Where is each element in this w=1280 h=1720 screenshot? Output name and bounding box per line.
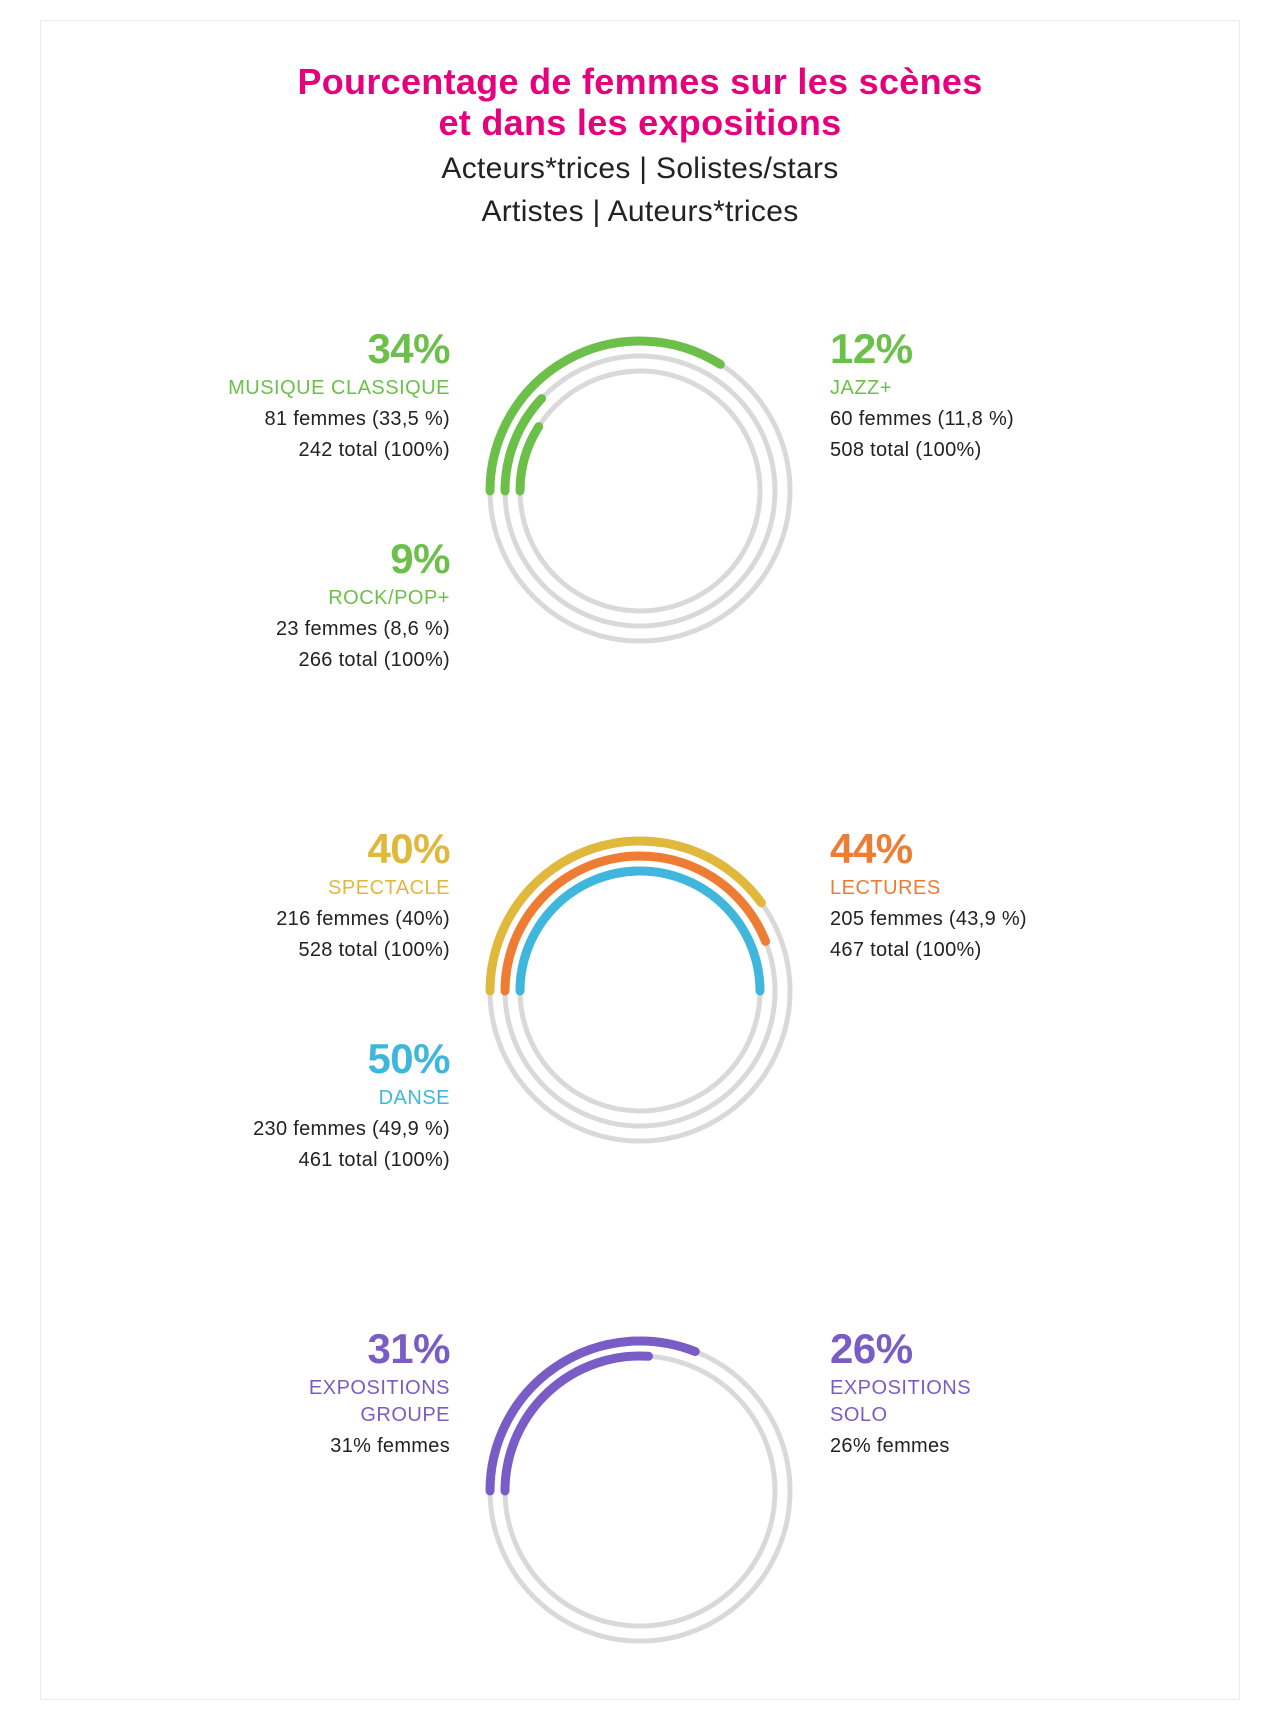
category-label: 34%MUSIQUE CLASSIQUE 81 femmes (33,5 %) 24…: [110, 321, 450, 465]
detail-line: 81 femmes (33,5 %): [110, 406, 450, 433]
category-name: MUSIQUE CLASSIQUE: [110, 375, 450, 402]
category-label: 26%EXPOSITIONSSOLO 26% femmes: [830, 1321, 1170, 1461]
detail-line: 23 femmes (8,6 %): [110, 616, 450, 643]
detail-line: 205 femmes (43,9 %): [830, 906, 1170, 933]
ring-arc: [520, 426, 539, 490]
chart-group-expo: 31%EXPOSITIONSGROUPE31% femmes26%EXPOSIT…: [41, 1331, 1239, 1691]
detail-line: 26% femmes: [830, 1433, 1170, 1460]
groups-container: 34%MUSIQUE CLASSIQUE81 femmes (33,5 %)24…: [41, 331, 1239, 1691]
detail-line: 266 total (100%): [110, 647, 450, 674]
title-line-1: Pourcentage de femmes sur les scènes: [41, 61, 1239, 102]
title-block: Pourcentage de femmes sur les scènes et …: [41, 61, 1239, 231]
category-name: SPECTACLE: [110, 875, 450, 902]
category-name: ROCK/POP+: [110, 585, 450, 612]
subtitle-line-1: Acteurs*trices | Solistes/stars: [41, 150, 1239, 188]
category-label: 31%EXPOSITIONSGROUPE 31% femmes: [110, 1321, 450, 1461]
detail-line: 31% femmes: [110, 1433, 450, 1460]
detail-line: 467 total (100%): [830, 937, 1170, 964]
category-name: JAZZ+: [830, 375, 1170, 402]
detail-line: 230 femmes (49,9 %): [110, 1116, 450, 1143]
percent-value: 34%: [110, 321, 450, 378]
subtitle-line-2: Artistes | Auteurs*trices: [41, 193, 1239, 231]
detail-line: 60 femmes (11,8 %): [830, 406, 1170, 433]
chart-group-perf: 40%SPECTACLE216 femmes (40%)528 total (1…: [41, 831, 1239, 1231]
category-name: EXPOSITIONSGROUPE: [110, 1375, 450, 1429]
category-name: DANSE: [110, 1085, 450, 1112]
category-label: 44%LECTURES 205 femmes (43,9 %) 467 total …: [830, 821, 1170, 965]
detail-line: 242 total (100%): [110, 437, 450, 464]
ring-track: [520, 371, 760, 611]
percent-value: 26%: [830, 1321, 1170, 1378]
percent-value: 40%: [110, 821, 450, 878]
percent-value: 44%: [830, 821, 1170, 878]
detail-line: 461 total (100%): [110, 1147, 450, 1174]
radial-chart-expo: [480, 1331, 800, 1651]
percent-value: 31%: [110, 1321, 450, 1378]
category-label: 50%DANSE 230 femmes (49,9 %) 461 total (10…: [110, 1031, 450, 1175]
percent-value: 12%: [830, 321, 1170, 378]
radial-chart-music: [480, 331, 800, 651]
chart-group-music: 34%MUSIQUE CLASSIQUE81 femmes (33,5 %)24…: [41, 331, 1239, 731]
radial-chart-perf: [480, 831, 800, 1151]
detail-line: 508 total (100%): [830, 437, 1170, 464]
category-label: 12%JAZZ+ 60 femmes (11,8 %) 508 total (100…: [830, 321, 1170, 465]
detail-line: 216 femmes (40%): [110, 906, 450, 933]
percent-value: 9%: [110, 531, 450, 588]
category-name: LECTURES: [830, 875, 1170, 902]
category-name: EXPOSITIONSSOLO: [830, 1375, 1170, 1429]
ring-arc: [505, 1356, 648, 1491]
detail-line: 528 total (100%): [110, 937, 450, 964]
percent-value: 50%: [110, 1031, 450, 1088]
title-line-2: et dans les expositions: [41, 102, 1239, 143]
infographic-frame: Pourcentage de femmes sur les scènes et …: [40, 20, 1240, 1700]
category-label: 9%ROCK/POP+ 23 femmes (8,6 %) 266 total (1…: [110, 531, 450, 675]
category-label: 40%SPECTACLE 216 femmes (40%) 528 total (1…: [110, 821, 450, 965]
